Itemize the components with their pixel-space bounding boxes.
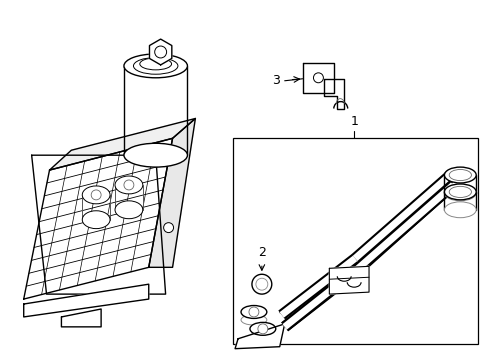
Ellipse shape xyxy=(241,306,266,319)
Text: 3: 3 xyxy=(271,74,279,87)
Polygon shape xyxy=(283,172,450,332)
Ellipse shape xyxy=(444,185,475,201)
Ellipse shape xyxy=(448,170,470,181)
Ellipse shape xyxy=(241,315,266,325)
Bar xyxy=(233,138,477,344)
Ellipse shape xyxy=(82,186,110,204)
Circle shape xyxy=(123,180,134,190)
Circle shape xyxy=(255,278,267,290)
Ellipse shape xyxy=(444,202,475,218)
Ellipse shape xyxy=(140,58,171,70)
Circle shape xyxy=(257,324,267,334)
Polygon shape xyxy=(49,118,195,170)
Circle shape xyxy=(313,73,323,83)
Polygon shape xyxy=(324,79,344,109)
Ellipse shape xyxy=(123,54,187,78)
Ellipse shape xyxy=(123,143,187,167)
Polygon shape xyxy=(61,309,101,327)
Ellipse shape xyxy=(444,167,475,183)
Ellipse shape xyxy=(82,211,110,229)
Polygon shape xyxy=(148,118,195,267)
Polygon shape xyxy=(32,155,165,294)
Circle shape xyxy=(251,274,271,294)
Polygon shape xyxy=(302,63,334,93)
Circle shape xyxy=(163,223,173,233)
Circle shape xyxy=(248,307,258,317)
Ellipse shape xyxy=(249,332,275,342)
Polygon shape xyxy=(24,284,148,317)
Text: 2: 2 xyxy=(257,246,265,260)
Circle shape xyxy=(91,190,101,200)
Ellipse shape xyxy=(115,201,142,219)
Circle shape xyxy=(154,46,166,58)
Text: 1: 1 xyxy=(349,116,357,129)
Polygon shape xyxy=(328,266,368,294)
Ellipse shape xyxy=(115,176,142,194)
Polygon shape xyxy=(24,138,172,299)
Ellipse shape xyxy=(249,323,275,335)
Polygon shape xyxy=(235,324,284,349)
Ellipse shape xyxy=(448,186,470,198)
Ellipse shape xyxy=(133,58,178,74)
Polygon shape xyxy=(149,39,171,65)
Ellipse shape xyxy=(444,184,475,200)
